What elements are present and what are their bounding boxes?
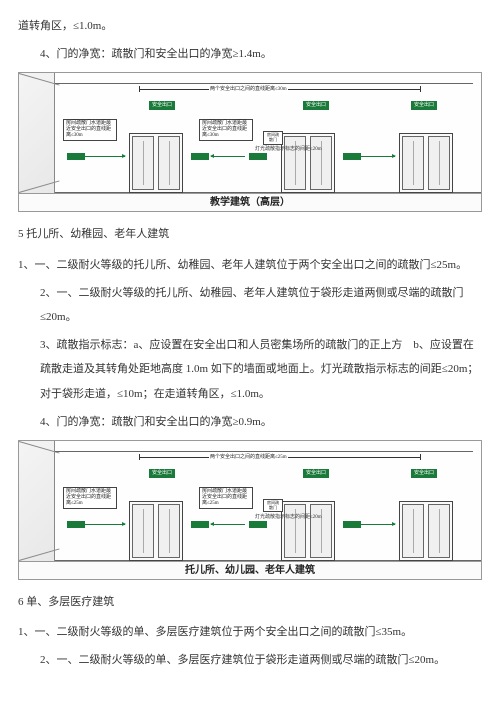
wall-note-left: 房间疏散门水道距最近安全出口的直线距离≤30m	[63, 119, 117, 141]
low-exit-sign	[67, 521, 85, 528]
left-wall	[19, 73, 55, 193]
evacuation-arrow	[361, 524, 395, 525]
evacuation-door	[129, 501, 183, 561]
section-5-p3: 3、疏散指示标志：a、应设置在安全出口和人员密集场所的疏散门的正上方 b、应设置…	[18, 333, 482, 406]
evacuation-door	[399, 133, 453, 193]
mid-annotation: 灯光疏散指示标志的间距≤20m	[255, 515, 345, 521]
exit-sign: 安全出口	[303, 101, 329, 110]
evacuation-door	[399, 501, 453, 561]
evacuation-arrow	[211, 524, 245, 525]
low-exit-sign	[67, 153, 85, 160]
section-5-p1: 1、一、二级耐火等级的托儿所、幼稚园、老年人建筑位于两个安全出口之间的疏散门≤2…	[18, 253, 482, 277]
section-6-heading: 6 单、多层医疗建筑	[18, 590, 482, 614]
exit-sign: 安全出口	[303, 469, 329, 478]
paragraph-door-width-1: 4、门的净宽：疏散门和安全出口的净宽≥1.4m。	[18, 42, 482, 66]
diagram-1-container: 两个安全出口之间的直线距离≤30m 安全出口 安全出口 安全出口 房间疏散门水道…	[18, 72, 482, 212]
evacuation-door	[281, 501, 335, 561]
top-dimension-label: 两个安全出口之间的直线距离≤25m	[209, 452, 288, 463]
low-exit-sign	[191, 521, 209, 528]
low-exit-sign	[343, 153, 361, 160]
left-wall	[19, 441, 55, 561]
section-5-p2: 2、一、二级耐火等级的托儿所、幼稚园、老年人建筑位于袋形走道两侧或尽端的疏散门≤…	[18, 281, 482, 329]
evacuation-door	[281, 133, 335, 193]
section-5-heading: 5 托儿所、幼稚园、老年人建筑	[18, 222, 482, 246]
exit-sign: 安全出口	[149, 101, 175, 110]
paragraph-corner-area: 道转角区，≤1.0m。	[18, 14, 482, 38]
door-label: 房间疏散门	[263, 499, 283, 513]
section-5-p4: 4、门的净宽：疏散门和安全出口的净宽≥0.9m。	[18, 410, 482, 434]
door-label: 房间疏散门	[263, 131, 283, 145]
diagram-2-container: 两个安全出口之间的直线距离≤25m 安全出口 安全出口 安全出口 房间疏散门水道…	[18, 440, 482, 580]
section-6-p1: 1、一、二级耐火等级的单、多层医疗建筑位于两个安全出口之间的疏散门≤35m。	[18, 620, 482, 644]
diagram-2: 两个安全出口之间的直线距离≤25m 安全出口 安全出口 安全出口 房间疏散门水道…	[18, 440, 482, 580]
wall-note-mid: 房间疏散门水道距最近安全出口的直线距离≤30m	[199, 119, 253, 141]
wall-note-mid: 房间疏散门水道距最近安全出口的直线距离≤25m	[199, 487, 253, 509]
low-exit-sign	[249, 521, 267, 528]
exit-sign: 安全出口	[149, 469, 175, 478]
evacuation-door	[129, 133, 183, 193]
exit-sign: 安全出口	[411, 469, 437, 478]
exit-sign: 安全出口	[411, 101, 437, 110]
low-exit-sign	[191, 153, 209, 160]
diagram-1-caption: 教学建筑（高层）	[19, 193, 481, 211]
low-exit-sign	[343, 521, 361, 528]
diagram-1: 两个安全出口之间的直线距离≤30m 安全出口 安全出口 安全出口 房间疏散门水道…	[18, 72, 482, 212]
section-6-p2: 2、一、二级耐火等级的单、多层医疗建筑位于袋形走道两侧或尽端的疏散门≤20m。	[18, 648, 482, 672]
evacuation-arrow	[361, 156, 395, 157]
low-exit-sign	[249, 153, 267, 160]
evacuation-arrow	[85, 524, 125, 525]
evacuation-arrow	[85, 156, 125, 157]
wall-note-left: 房间疏散门水道距最近安全出口的直线距离≤25m	[63, 487, 117, 509]
diagram-2-caption: 托儿所、幼儿园、老年人建筑	[19, 561, 481, 579]
top-dimension-label: 两个安全出口之间的直线距离≤30m	[209, 84, 288, 95]
evacuation-arrow	[211, 156, 245, 157]
mid-annotation: 灯光疏散指示标志的间距≤20m	[255, 147, 345, 153]
